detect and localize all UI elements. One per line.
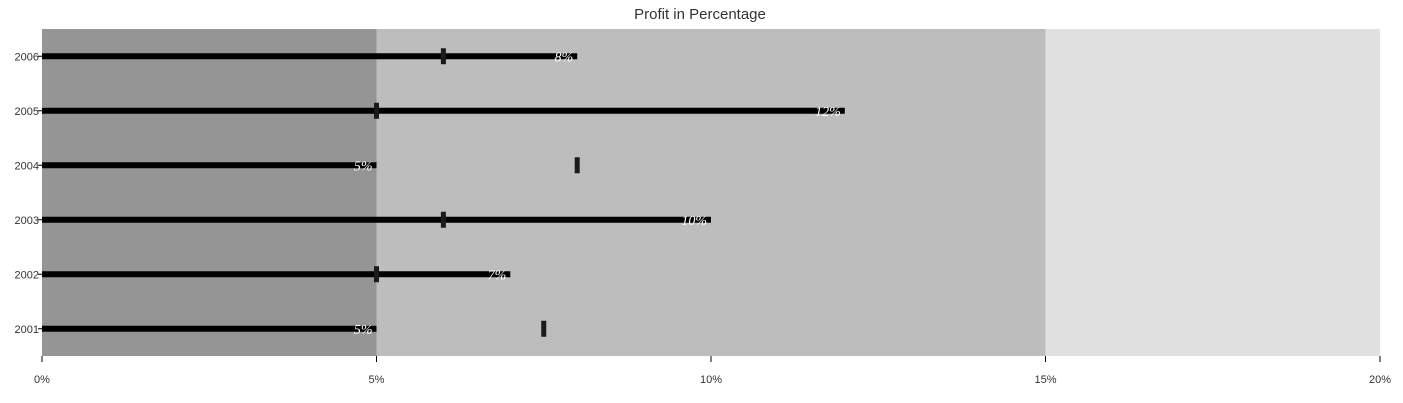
- target-marker-2002: [374, 266, 379, 283]
- x-tick-label-0: 0%: [34, 374, 50, 386]
- bar-2005: [42, 107, 845, 114]
- data-label-2003: 10%: [681, 214, 707, 229]
- y-tick-label-2004: 2004: [15, 160, 39, 172]
- target-marker-2001: [541, 320, 547, 337]
- target-marker-2004: [574, 157, 580, 174]
- target-marker-2005: [374, 102, 379, 119]
- x-tick-label-15: 15%: [1034, 374, 1056, 386]
- range-band-1: [42, 29, 377, 356]
- y-tick-label-2003: 2003: [15, 215, 39, 227]
- y-axis: 2006 2005 2004 2003 2002 2001: [15, 51, 42, 336]
- data-label-2002: 7%: [488, 268, 507, 283]
- y-tick-label-2005: 2005: [15, 106, 39, 118]
- data-label-2006: 8%: [555, 50, 574, 65]
- band-group: [42, 29, 1380, 356]
- range-band-3: [1045, 29, 1380, 356]
- bar-2003: [42, 216, 711, 223]
- target-marker-2003: [440, 211, 446, 228]
- x-tick-label-10: 10%: [700, 374, 722, 386]
- target-marker-2006: [440, 48, 446, 65]
- y-tick-label-2001: 2001: [15, 324, 39, 336]
- bar-2004: [42, 162, 377, 169]
- data-label-2005: 12%: [815, 105, 841, 120]
- x-tick-label-20: 20%: [1369, 374, 1391, 386]
- bar-2002: [42, 271, 511, 278]
- bar-2001: [42, 325, 377, 332]
- bar-group: 8% 12% 5% 10% 7% 5%: [42, 48, 845, 338]
- x-tick-label-5: 5%: [369, 374, 385, 386]
- range-band-2: [376, 29, 1046, 356]
- data-label-2001: 5%: [354, 323, 373, 338]
- data-label-2004: 5%: [354, 159, 373, 174]
- y-tick-label-2006: 2006: [15, 51, 39, 63]
- x-axis: 0% 5% 10% 15% 20%: [34, 356, 1391, 386]
- y-tick-label-2002: 2002: [15, 269, 39, 281]
- bar-2006: [42, 53, 578, 60]
- chart-title: Profit in Percentage: [634, 6, 766, 23]
